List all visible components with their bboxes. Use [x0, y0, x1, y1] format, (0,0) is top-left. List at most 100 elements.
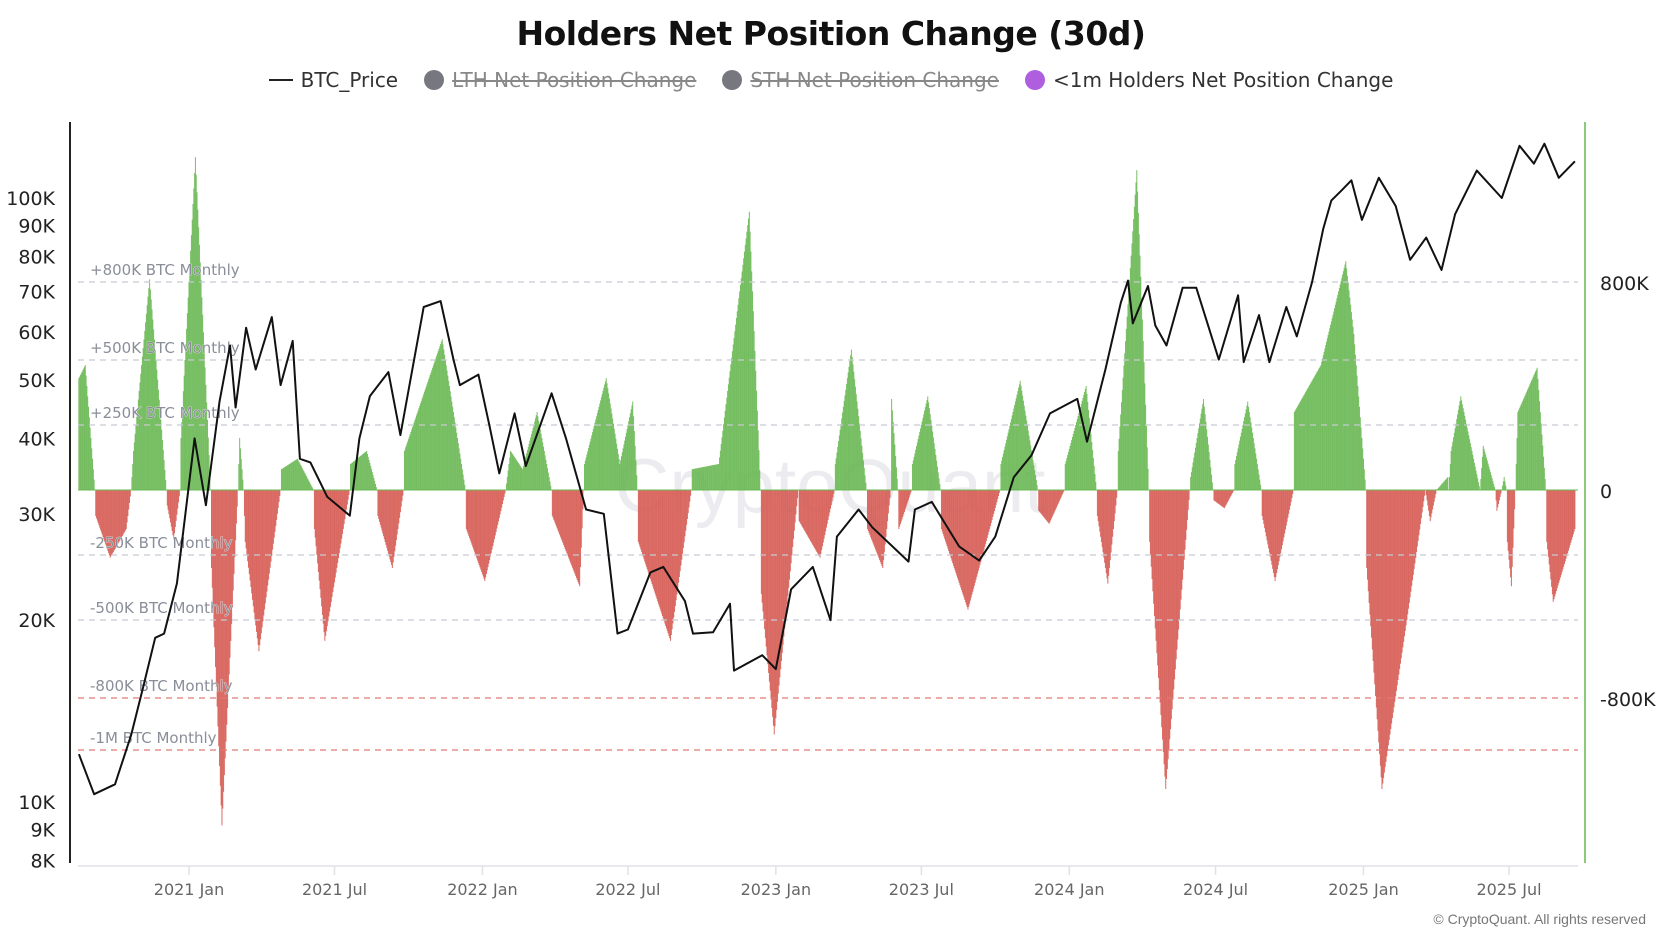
net-position-bar	[1326, 338, 1328, 490]
net-position-bar	[268, 490, 270, 580]
net-position-bar	[407, 439, 409, 490]
net-position-bar	[221, 490, 223, 826]
net-position-bar	[479, 490, 481, 568]
net-position-bar	[899, 490, 901, 527]
net-position-bar	[1315, 373, 1317, 490]
net-position-bar	[868, 490, 870, 534]
net-position-bar	[1554, 490, 1556, 597]
net-position-bar	[691, 469, 693, 490]
net-position-bar	[327, 490, 329, 622]
net-position-bar	[930, 419, 932, 490]
net-position-bar	[512, 454, 514, 490]
net-position-bar	[963, 490, 965, 598]
net-position-bar	[1054, 490, 1056, 512]
net-position-bar	[1088, 410, 1090, 490]
net-position-bar	[453, 417, 455, 490]
net-position-bar	[632, 401, 634, 490]
legend-item-btc-price[interactable]: BTC_Price	[268, 68, 398, 92]
net-position-bar	[141, 365, 143, 490]
net-position-bar	[1342, 274, 1344, 490]
net-position-bar	[1510, 490, 1512, 587]
net-position-bar	[401, 490, 403, 502]
net-position-bar	[1409, 490, 1411, 598]
net-position-bar	[1143, 362, 1145, 490]
net-position-bar	[1218, 490, 1220, 504]
legend-item-sth[interactable]: STH Net Position Change	[722, 68, 999, 92]
net-position-bar	[339, 490, 341, 549]
net-position-bar	[1038, 490, 1040, 511]
net-position-bar	[420, 401, 422, 490]
net-position-bar	[550, 485, 552, 490]
net-position-bar	[430, 372, 432, 490]
net-position-bar	[186, 313, 188, 490]
net-position-bar	[652, 490, 654, 587]
net-position-bar	[1066, 458, 1068, 490]
net-position-bar	[502, 490, 504, 504]
net-position-bar	[116, 490, 118, 545]
net-position-bar	[743, 251, 745, 490]
net-position-bar	[1535, 371, 1537, 490]
net-position-bar	[493, 490, 495, 543]
net-position-bar	[375, 484, 376, 490]
net-position-bar	[1466, 427, 1468, 490]
net-position-bar	[1140, 276, 1142, 490]
net-position-bar	[1078, 413, 1080, 490]
net-position-bar	[211, 490, 213, 588]
net-position-bar	[370, 466, 372, 490]
net-position-bar	[293, 461, 295, 490]
legend-item-1m-holders[interactable]: <1m Holders Net Position Change	[1024, 68, 1393, 92]
net-position-bar	[422, 396, 424, 490]
net-position-bar	[348, 490, 350, 495]
legend-item-lth[interactable]: LTH Net Position Change	[424, 68, 696, 92]
net-position-bar	[432, 367, 434, 490]
net-position-bar	[1052, 490, 1054, 515]
net-position-bar	[1254, 448, 1256, 490]
net-position-bar	[1125, 341, 1127, 490]
net-position-bar	[488, 490, 490, 564]
net-position-bar	[1506, 490, 1508, 542]
net-position-bar	[1055, 490, 1057, 510]
net-position-bar	[1301, 399, 1303, 490]
net-position-bar	[1403, 490, 1405, 642]
net-position-bar	[403, 451, 405, 490]
net-position-bar	[1012, 412, 1014, 490]
net-position-bar	[665, 490, 667, 626]
net-position-bar	[1282, 490, 1284, 542]
net-position-bar	[1399, 490, 1401, 664]
net-position-bar	[388, 490, 390, 557]
net-position-bar	[387, 490, 389, 551]
net-position-bar	[707, 466, 709, 490]
net-position-bar	[545, 459, 547, 490]
net-position-bar	[959, 490, 961, 586]
net-position-bar	[1318, 368, 1320, 490]
net-position-bar	[749, 231, 751, 491]
net-position-bar	[1115, 490, 1117, 506]
net-position-bar	[1020, 385, 1022, 490]
net-position-bar	[568, 490, 570, 560]
net-position-bar	[1048, 490, 1050, 524]
net-position-bar	[1331, 318, 1333, 490]
net-position-bar	[272, 490, 274, 544]
net-position-bar	[924, 407, 926, 490]
net-position-bar	[860, 438, 862, 490]
net-position-bar	[1296, 407, 1298, 490]
net-position-bar	[372, 475, 374, 490]
net-position-bar	[1065, 461, 1067, 490]
net-position-bar	[871, 490, 873, 540]
net-position-bar	[129, 490, 131, 497]
net-position-bar	[407, 441, 409, 490]
net-position-bar	[366, 454, 368, 490]
net-position-bar	[747, 225, 749, 490]
net-position-bar	[885, 490, 887, 537]
net-position-bar	[1166, 490, 1168, 770]
net-position-bar	[461, 469, 463, 490]
net-position-bar	[200, 279, 202, 490]
x-axis-tick-label: 2024 Jan	[1034, 880, 1104, 899]
net-position-bar	[1417, 490, 1419, 541]
net-position-bar	[725, 404, 727, 490]
net-position-bar	[1306, 389, 1308, 490]
net-position-bar	[1095, 482, 1097, 490]
net-position-bar	[410, 431, 412, 490]
net-position-bar	[1369, 490, 1371, 615]
net-position-bar	[687, 490, 689, 514]
